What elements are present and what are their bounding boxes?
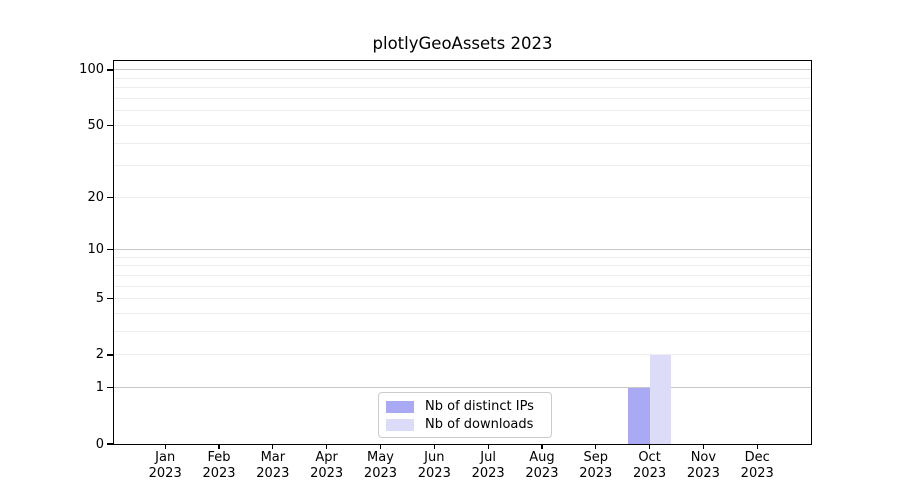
legend-swatch-downloads xyxy=(386,418,414,431)
x-tick-label: Jul 2023 xyxy=(456,450,520,482)
legend-label-downloads: Nb of downloads xyxy=(425,417,534,432)
x-tick-month: Apr xyxy=(315,450,338,465)
x-tick-label: Feb 2023 xyxy=(187,450,251,482)
x-tick-year: 2023 xyxy=(202,466,236,481)
y-tick-label: 1 xyxy=(95,380,104,396)
x-tick-month: Feb xyxy=(207,450,231,465)
x-tick-year: 2023 xyxy=(579,466,613,481)
plot-border xyxy=(113,60,812,445)
x-tick-year: 2023 xyxy=(525,466,559,481)
y-tick-label: 50 xyxy=(87,117,104,133)
x-tick-year: 2023 xyxy=(471,466,505,481)
chart-title: plotlyGeoAssets 2023 xyxy=(372,34,553,53)
x-tick-label: Aug 2023 xyxy=(510,450,574,482)
x-tick-month: Jun xyxy=(424,450,445,465)
y-tick-label: 0 xyxy=(95,436,104,452)
x-tick-label: May 2023 xyxy=(348,450,412,482)
x-tick-year: 2023 xyxy=(310,466,344,481)
x-tick-month: Jan xyxy=(155,450,176,465)
x-tick-month: May xyxy=(367,450,394,465)
x-tick-month: Mar xyxy=(260,450,286,465)
x-tick-year: 2023 xyxy=(633,466,667,481)
x-tick-month: Oct xyxy=(638,450,661,465)
legend-swatch-distinct-ips xyxy=(386,400,414,413)
x-tick-month: Dec xyxy=(744,450,770,465)
x-tick-label: Jan 2023 xyxy=(133,450,197,482)
x-tick-label: Mar 2023 xyxy=(241,450,305,482)
x-tick-month: Sep xyxy=(583,450,608,465)
y-tick-label: 5 xyxy=(95,291,104,307)
x-tick-year: 2023 xyxy=(256,466,290,481)
x-tick-year: 2023 xyxy=(686,466,720,481)
x-tick-month: Aug xyxy=(529,450,555,465)
x-tick-label: Dec 2023 xyxy=(725,450,789,482)
y-tick-label: 20 xyxy=(87,189,104,205)
x-tick-label: Nov 2023 xyxy=(671,450,735,482)
legend-row: Nb of distinct IPs xyxy=(386,398,543,415)
y-tick-label: 100 xyxy=(79,62,104,78)
x-tick-label: Sep 2023 xyxy=(564,450,628,482)
x-tick-label: Oct 2023 xyxy=(618,450,682,482)
x-tick-year: 2023 xyxy=(363,466,398,481)
legend: Nb of distinct IPs Nb of downloads xyxy=(378,392,552,438)
y-tick-label: 2 xyxy=(95,347,104,363)
x-tick-year: 2023 xyxy=(417,466,451,481)
x-tick-year: 2023 xyxy=(740,466,774,481)
legend-label-distinct-ips: Nb of distinct IPs xyxy=(425,399,534,414)
x-tick-label: Apr 2023 xyxy=(295,450,359,482)
x-tick-month: Nov xyxy=(690,450,717,465)
x-tick-year: 2023 xyxy=(148,466,182,481)
x-tick-label: Jun 2023 xyxy=(402,450,466,482)
legend-row: Nb of downloads xyxy=(386,416,543,433)
y-tick-label: 10 xyxy=(87,242,104,258)
x-tick-month: Jul xyxy=(480,450,496,465)
